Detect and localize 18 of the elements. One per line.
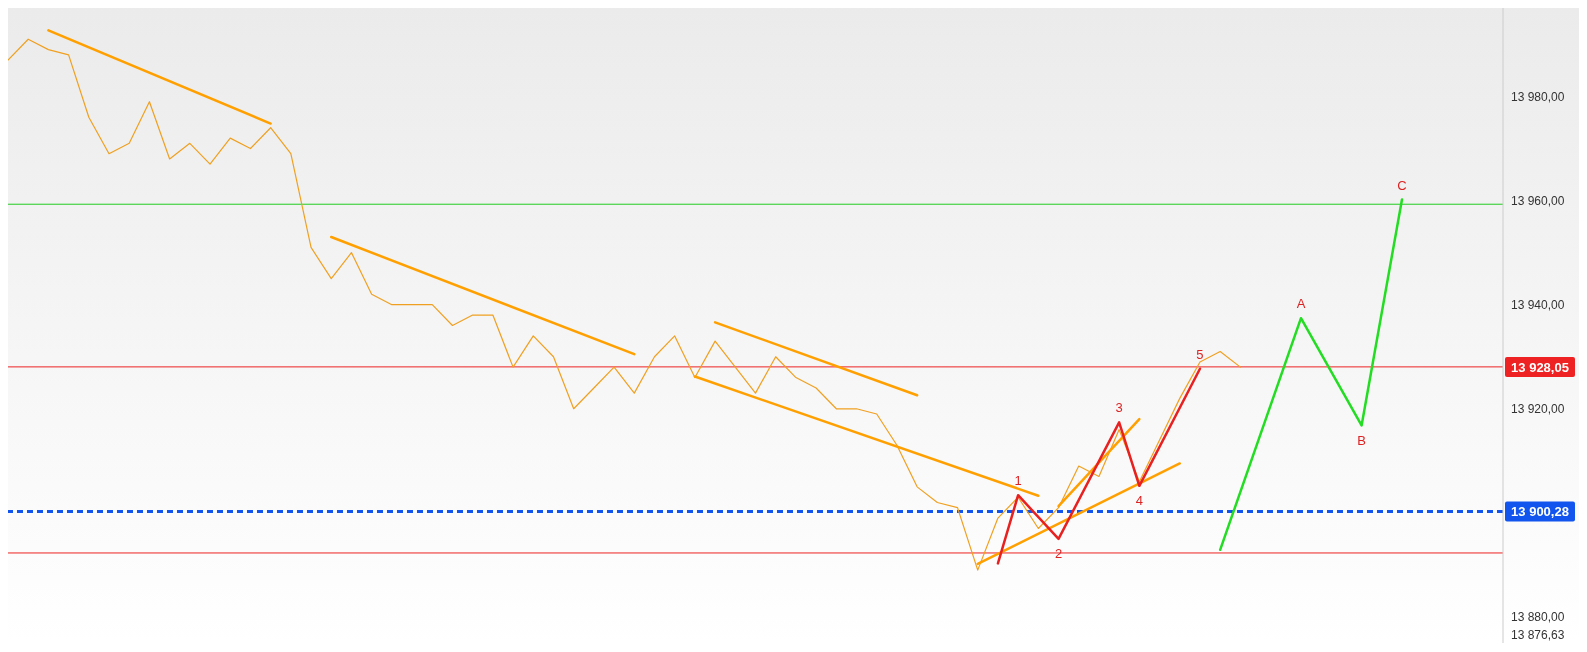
annotation: B — [1357, 432, 1366, 448]
line-series — [1218, 198, 1404, 552]
ref-line-label: 13 928,05 — [1511, 359, 1569, 375]
y-tick-label: 13 920,00 — [1511, 402, 1565, 417]
ref-line-label: 13 900,28 — [1511, 504, 1569, 520]
line-series — [8, 38, 1241, 571]
y-tick-label: 13 880,00 — [1511, 610, 1565, 625]
annotation: C — [1397, 177, 1407, 193]
y-tick-label: 13 960,00 — [1511, 193, 1565, 208]
annotation: 3 — [1115, 400, 1123, 416]
annotation: 4 — [1135, 493, 1143, 509]
annotation: 2 — [1054, 546, 1063, 562]
annotation: A — [1296, 296, 1306, 312]
y-tick-label: 13 940,00 — [1511, 297, 1565, 312]
annotation: 5 — [1196, 346, 1204, 362]
y-tick-label: 13 876,63 — [1511, 627, 1565, 642]
annotation: 1 — [1014, 473, 1022, 489]
y-tick-label: 13 980,00 — [1511, 89, 1565, 104]
